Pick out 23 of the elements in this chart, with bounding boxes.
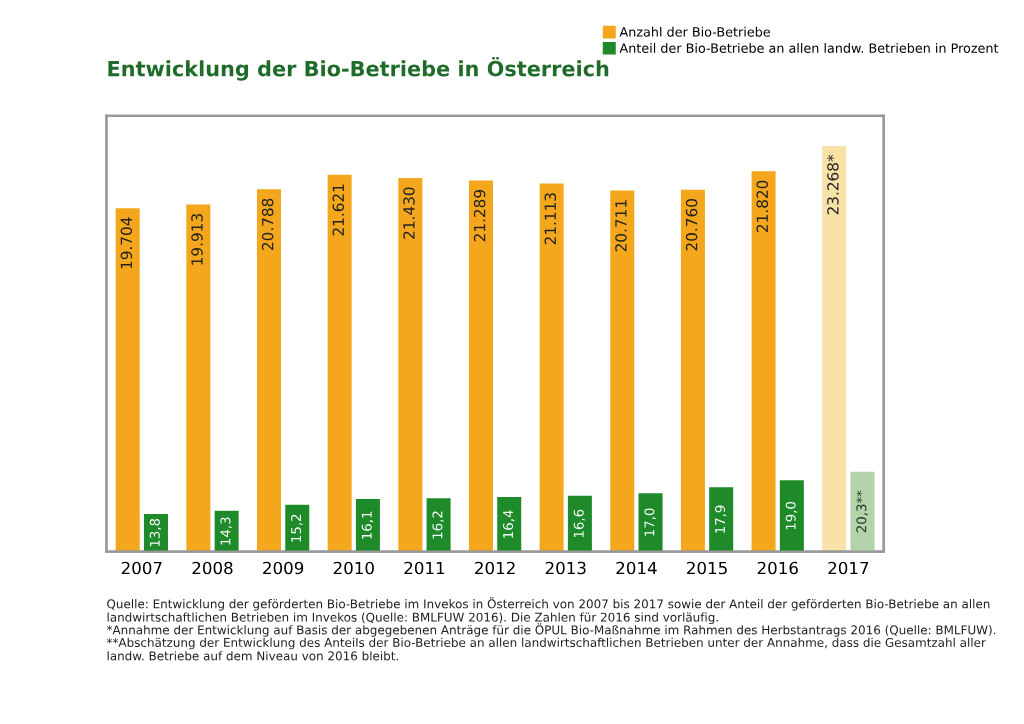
bar [327,174,352,552]
x-tick-label: 2015 [687,561,727,575]
x-tick-label: 2013 [545,561,586,575]
x-tick-label: 2014 [616,561,657,575]
x-tick-label: 2010 [333,561,374,575]
bar [398,178,423,552]
bar [680,189,705,552]
x-tick-label: 2009 [263,561,304,575]
bar [610,190,635,552]
x-tick-label: 2008 [192,561,233,575]
bar [256,189,282,552]
bar [186,204,211,552]
x-tick-label: 2016 [757,561,798,575]
bar [468,180,493,552]
bar [539,183,564,552]
x-tick-label: 2017 [828,561,869,575]
chart-title: Entwicklung der Bio-Betriebe in Österreich [108,56,609,81]
bar [751,171,776,552]
bar [822,146,847,552]
x-tick-label: 2007 [121,561,162,575]
bar [115,208,140,552]
x-tick-label: 2011 [404,561,445,575]
x-tick-label: 2012 [475,561,515,575]
